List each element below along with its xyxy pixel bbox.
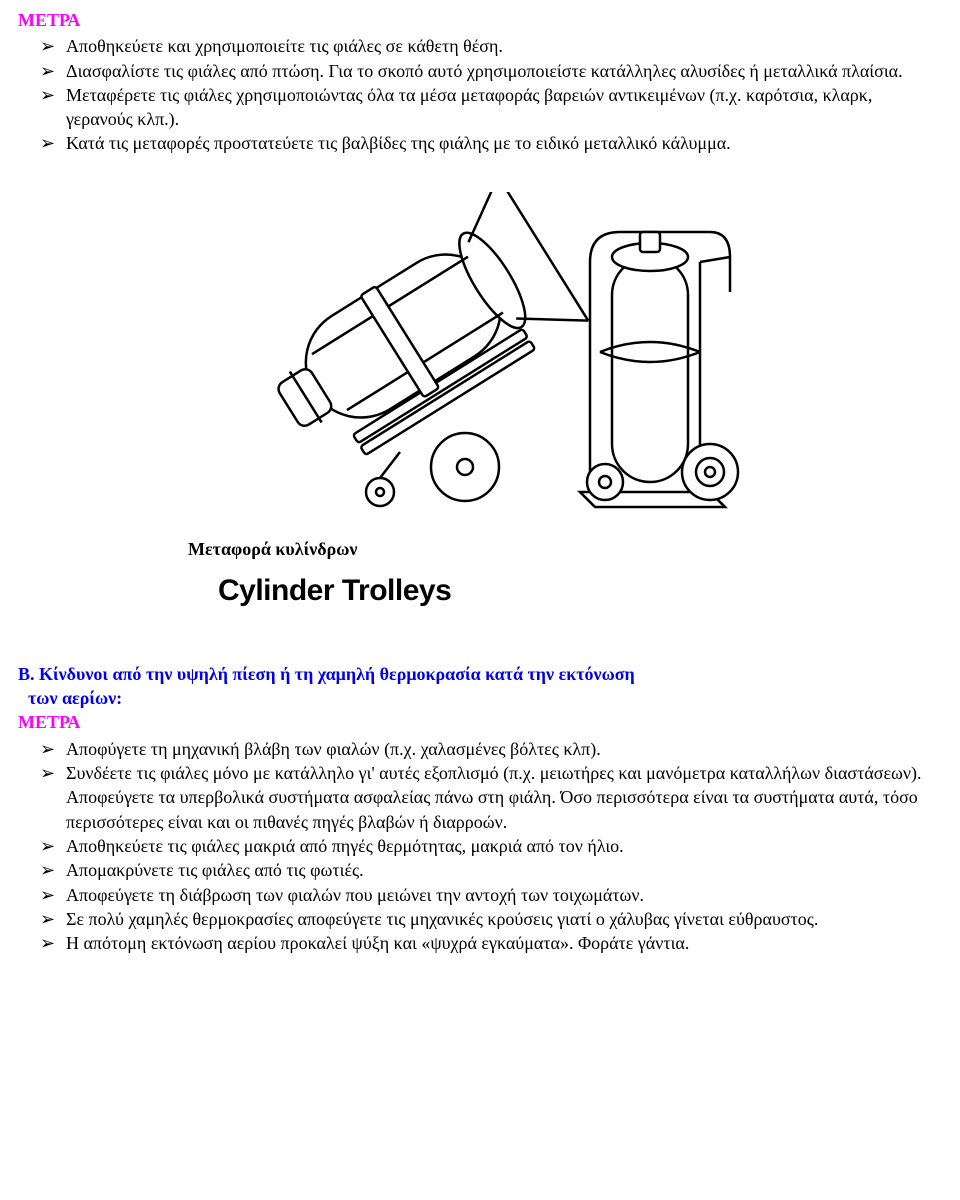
bullet-text: Σε πολύ χαμηλές θερμοκρασίες αποφεύγετε … xyxy=(66,909,818,929)
list-item: Διασφαλίστε τις φιάλες από πτώση. Για το… xyxy=(18,59,942,83)
bullet-text: Αποθηκεύετε τις φιάλες μακριά από πηγές … xyxy=(66,836,624,856)
bullet-text: Αποθηκεύετε και χρησιμοποιείτε τις φιάλε… xyxy=(66,36,503,56)
list-item: Αποφεύγετε τη διάβρωση των φιαλών που με… xyxy=(18,883,942,907)
bullet-text: Συνδέετε τις φιάλες μόνο με κατάλληλο γι… xyxy=(66,763,922,832)
trolley-illustration xyxy=(210,192,750,517)
section-b-title-line1: Β. Κίνδυνοι από την υψηλή πίεση ή τη χαμ… xyxy=(18,664,635,684)
list-item: Σε πολύ χαμηλές θερμοκρασίες αποφεύγετε … xyxy=(18,907,942,931)
list-item: Κατά τις μεταφορές προστατεύετε τις βαλβ… xyxy=(18,131,942,155)
list-item: Συνδέετε τις φιάλες μόνο με κατάλληλο γι… xyxy=(18,761,942,834)
bullet-list-b: Αποφύγετε τη μηχανική βλάβη των φιαλών (… xyxy=(18,737,942,956)
bullet-text: Απομακρύνετε τις φιάλες από τις φωτιές. xyxy=(66,860,364,880)
bullet-text: Μεταφέρετε τις φιάλες χρησιμοποιώντας όλ… xyxy=(66,85,872,129)
metra-heading-b: ΜΕΤΡΑ xyxy=(18,712,80,732)
bullet-text: Κατά τις μεταφορές προστατεύετε τις βαλβ… xyxy=(66,133,731,153)
figure-cylinder-trolleys xyxy=(18,192,942,523)
section-a: ΜΕΤΡΑ Αποθηκεύετε και χρησιμοποιείτε τις… xyxy=(18,8,942,156)
list-item: Αποθηκεύετε τις φιάλες μακριά από πηγές … xyxy=(18,834,942,858)
bullet-list-a: Αποθηκεύετε και χρησιμοποιείτε τις φιάλε… xyxy=(18,34,942,155)
section-b-title-line2: των αερίων: xyxy=(18,686,942,710)
bullet-text: Η απότομη εκτόνωση αερίου προκαλεί ψύξη … xyxy=(66,933,689,953)
section-b-title: Β. Κίνδυνοι από την υψηλή πίεση ή τη χαμ… xyxy=(18,662,942,711)
list-item: Η απότομη εκτόνωση αερίου προκαλεί ψύξη … xyxy=(18,931,942,955)
bullet-text: Αποφύγετε τη μηχανική βλάβη των φιαλών (… xyxy=(66,739,601,759)
list-item: Απομακρύνετε τις φιάλες από τις φωτιές. xyxy=(18,858,942,882)
list-item: Μεταφέρετε τις φιάλες χρησιμοποιώντας όλ… xyxy=(18,83,942,132)
list-item: Αποφύγετε τη μηχανική βλάβη των φιαλών (… xyxy=(18,737,942,761)
figure-caption-greek: Μεταφορά κυλίνδρων xyxy=(188,537,942,561)
section-b: Β. Κίνδυνοι από την υψηλή πίεση ή τη χαμ… xyxy=(18,662,942,956)
bullet-text: Διασφαλίστε τις φιάλες από πτώση. Για το… xyxy=(66,61,903,81)
figure-caption-english: Cylinder Trolleys xyxy=(218,571,942,612)
bullet-text: Αποφεύγετε τη διάβρωση των φιαλών που με… xyxy=(66,885,644,905)
list-item: Αποθηκεύετε και χρησιμοποιείτε τις φιάλε… xyxy=(18,34,942,58)
metra-heading-a: ΜΕΤΡΑ xyxy=(18,10,80,30)
